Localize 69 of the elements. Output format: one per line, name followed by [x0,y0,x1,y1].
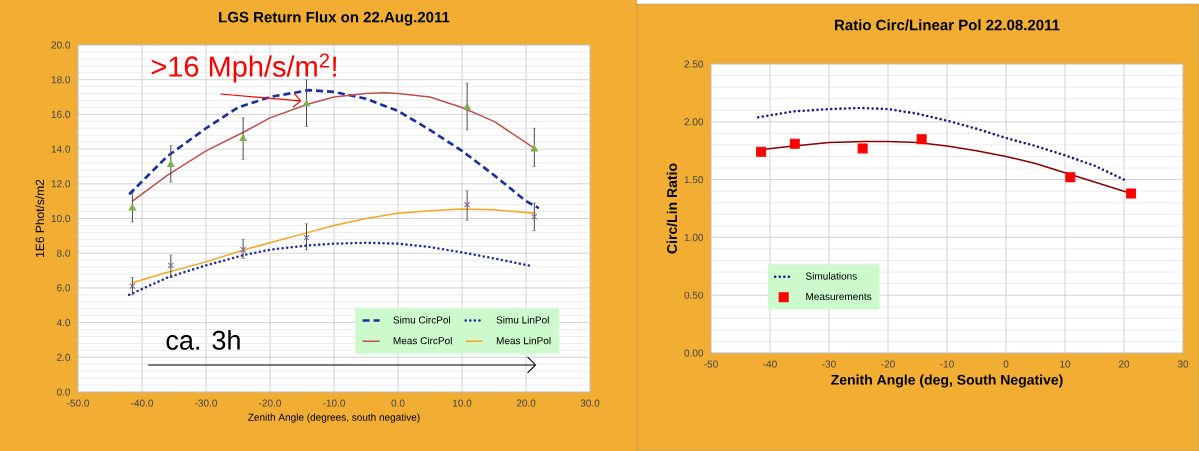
chart-title: Ratio Circ/Linear Pol 22.08.2011 [835,19,1060,31]
y-tick-label: 2.00 [684,118,704,126]
x-tick-label: 10 [1060,360,1071,368]
x-tick-label: 20.0 [516,399,536,407]
y-tick-label: 10.0 [51,214,71,223]
y-tick-label: 0.0 [56,388,71,396]
x-tick-label: -30.0 [195,399,218,407]
point [530,145,538,152]
y-tick-label: 0.00 [684,349,704,357]
x-tick-label: -20 [881,360,895,368]
legend-label: Simu LinPol [496,316,549,324]
point [531,213,538,220]
y-tick-label: 6.0 [57,284,71,292]
x-tick-label: -50 [704,360,718,368]
point [916,134,927,145]
legend-label: Meas CircPol [393,336,452,345]
legend-label: Simu CircPol [393,316,451,324]
annotation: ca. 3h [166,330,240,350]
y-tick-label: 0.50 [684,291,704,299]
y-tick-label: 2.0 [57,353,71,361]
point [464,201,471,208]
point [1065,172,1076,183]
point [463,103,471,110]
point [756,146,767,157]
legend-label: Meas LinPol [496,336,551,345]
x-axis-title: Zenith Angle (degrees, south negative) [248,413,420,423]
y-tick-label: 1.50 [684,176,704,184]
point [303,234,310,241]
point [240,246,247,253]
x-axis-title: Zenith Angle (deg, South Negative) [831,374,1063,388]
legend-label: Measurements [806,293,872,301]
x-tick-label: 10.0 [453,399,472,407]
y-tick-label: 8.0 [57,249,71,257]
x-tick-label: -30 [822,360,836,368]
point [167,160,175,168]
y-tick-label: 12.0 [51,180,71,188]
y-tick-label: 2.50 [684,60,704,68]
y-axis-title: Circ/Lin Ratio [666,163,678,254]
legend-label: Simulations [805,272,857,280]
point [128,203,137,211]
x-tick-label: -40 [763,360,777,368]
x-tick-label: 0.0 [391,399,405,407]
y-axis-title: 1E6 Phot/s/m2 [35,179,45,257]
point [239,134,247,141]
y-tick-label: 18.0 [51,76,71,84]
y-tick-label: 20.0 [51,41,71,49]
y-tick-label: 16.0 [51,110,71,118]
point [1126,188,1137,199]
y-tick-label: 4.0 [56,319,71,327]
x-tick-label: 20 [1118,360,1130,368]
x-tick-label: -40.0 [131,399,154,407]
y-tick-label: 1.00 [684,233,704,241]
x-tick-label: -20.0 [259,399,282,407]
x-tick-label: 0 [1003,360,1009,368]
chart-title: LGS Return Flux on 22.Aug.2011 [219,11,450,26]
point [857,143,868,154]
point [302,99,311,107]
line-series [131,208,537,284]
point [789,138,800,149]
line-series [756,106,1126,181]
x-tick-label: -50.0 [67,399,90,407]
x-tick-label: 30.0 [580,399,600,407]
annotation: >16 Mph/s/m$^{2}$! [151,53,336,83]
y-tick-label: 14.0 [51,145,71,153]
x-tick-label: 30 [1177,360,1189,368]
point [167,262,174,269]
x-tick-label: -10 [940,360,954,368]
point [129,283,136,290]
x-tick-label: -10.0 [323,399,346,407]
